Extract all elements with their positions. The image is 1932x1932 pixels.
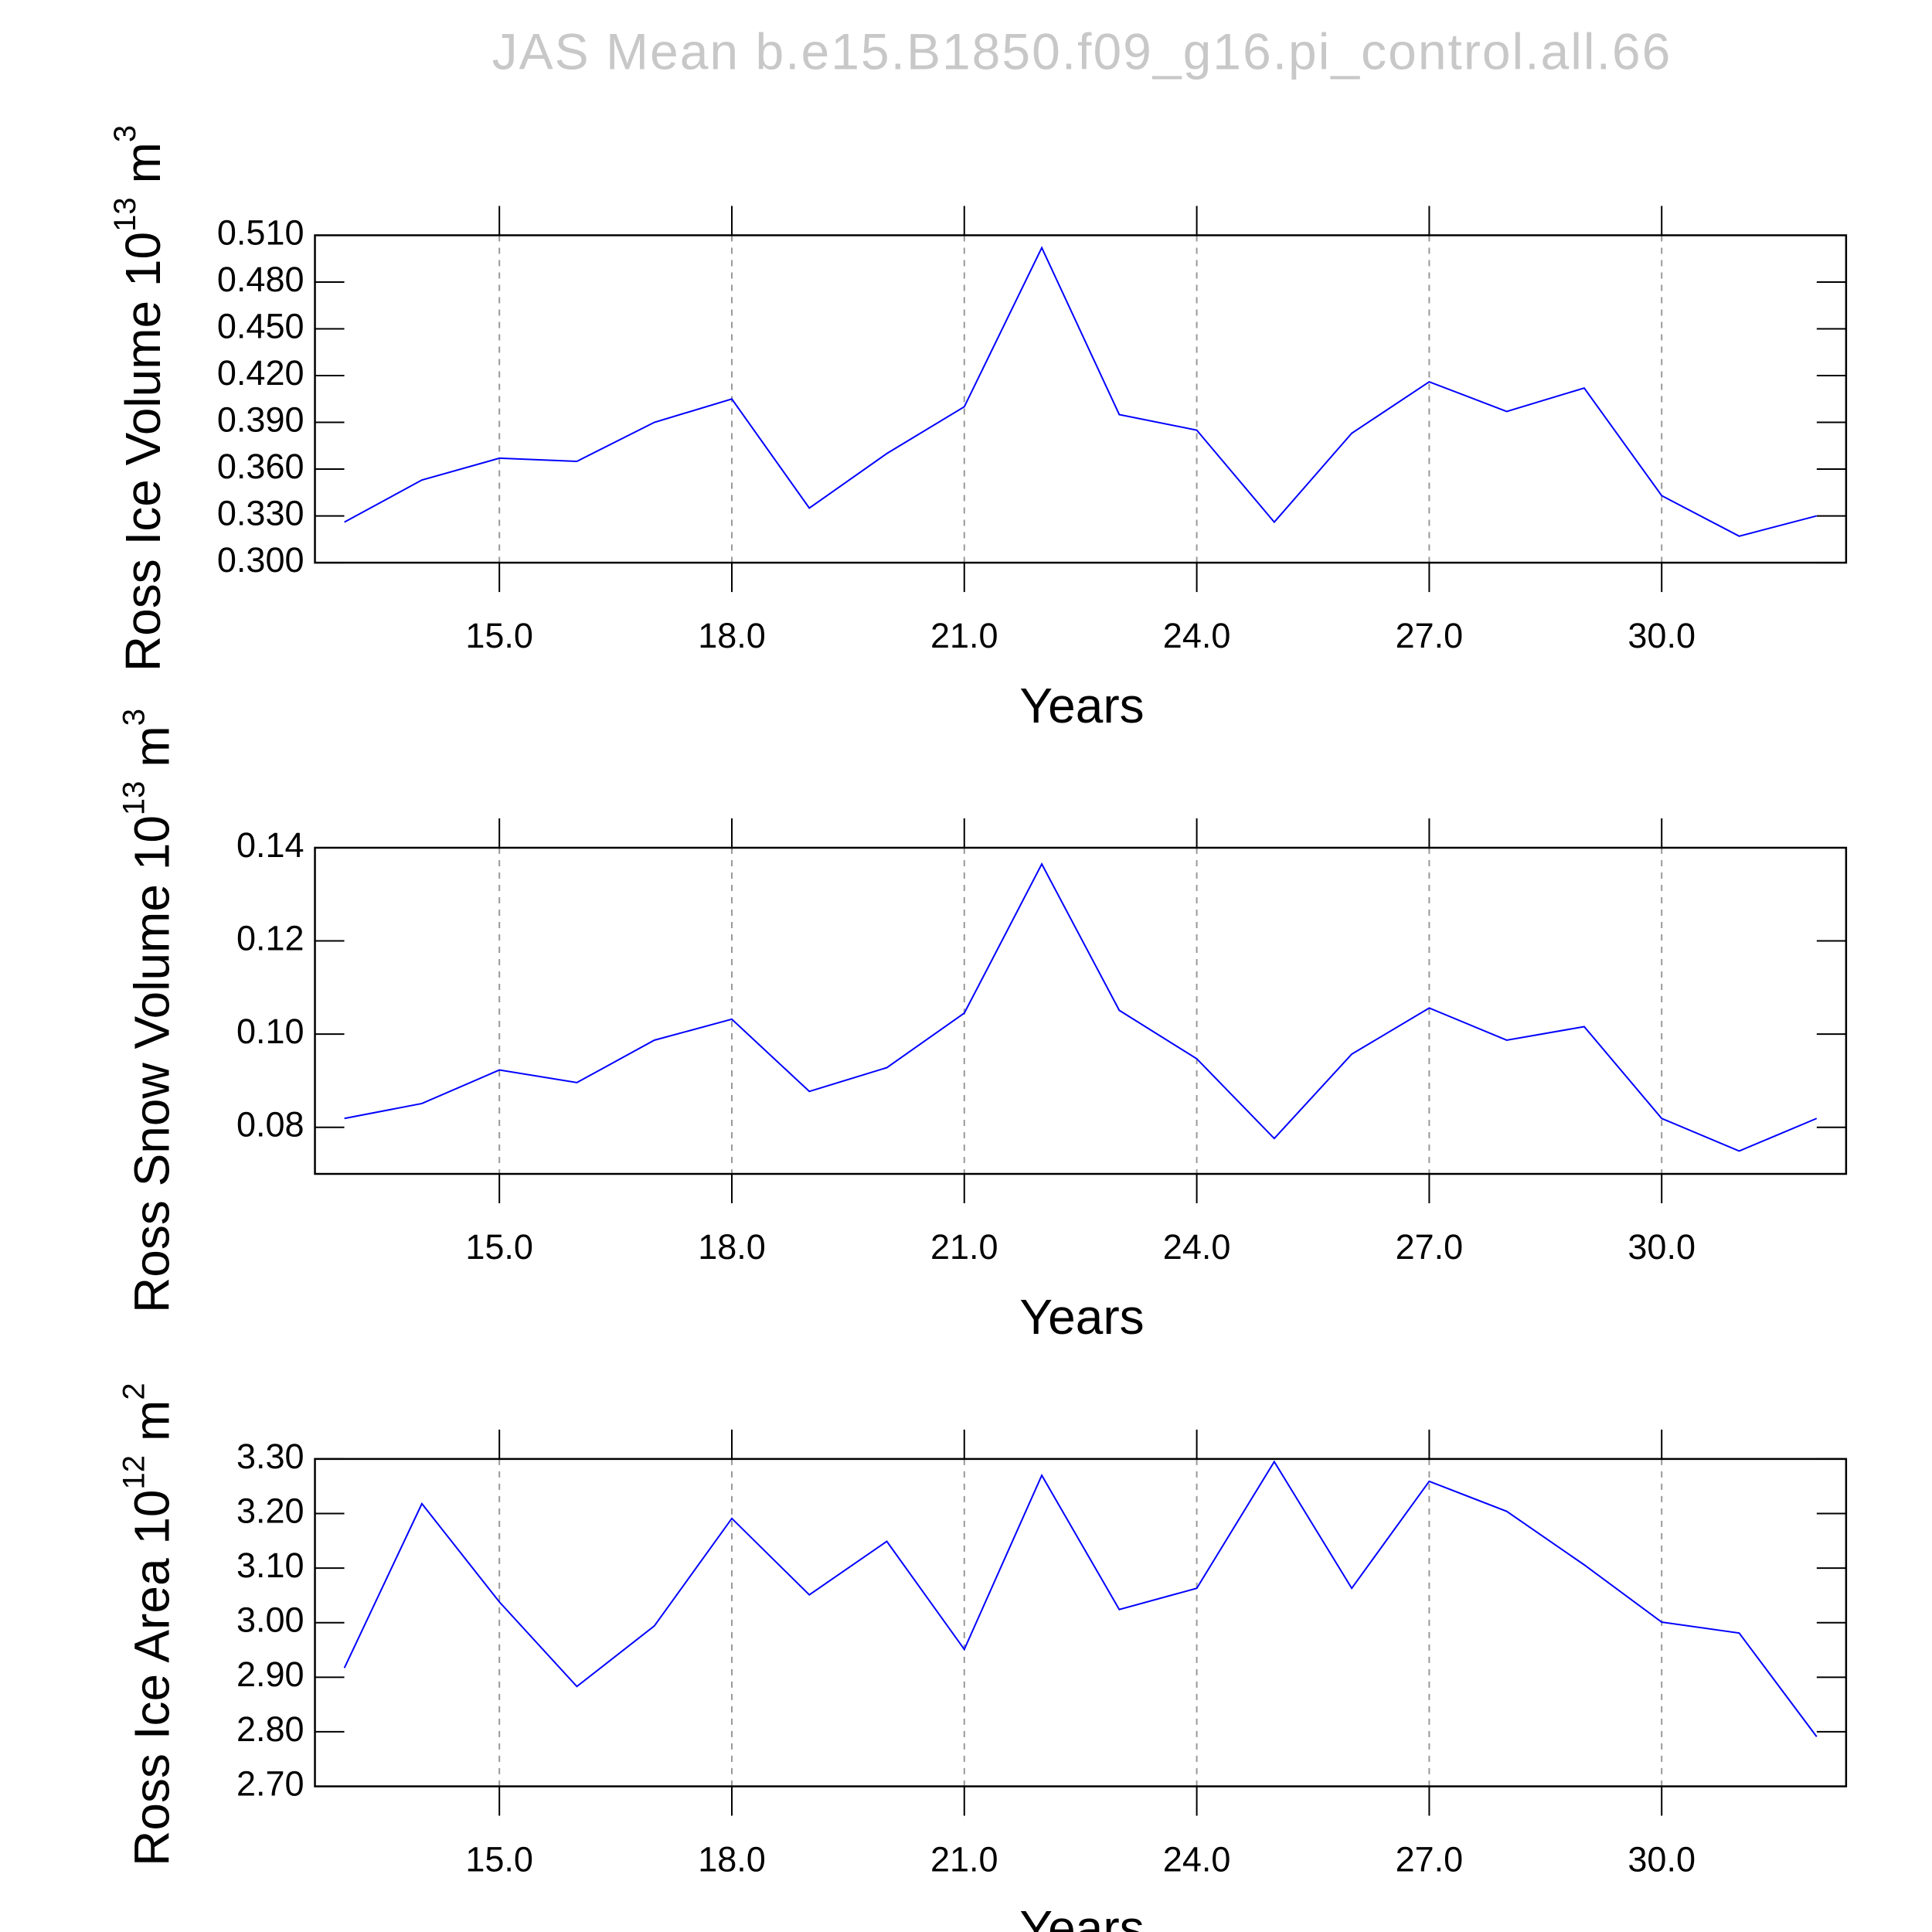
plot-frame	[314, 846, 1848, 1175]
y-axis-label-unit: m	[124, 726, 179, 767]
y-axis-label-unit: m	[124, 1400, 179, 1441]
y-axis-label-unit-exponent: 3	[108, 125, 142, 142]
y-axis-label-text: Ross Ice Volume 10	[115, 232, 171, 672]
y-tick-label: 3.10	[236, 1546, 304, 1585]
y-tick-label: 3.00	[236, 1600, 304, 1640]
y-axis-label-text: Ross Snow Volume 10	[124, 815, 179, 1313]
x-tick-label: 18.0	[698, 1227, 766, 1267]
y-tick-label: 0.08	[236, 1105, 304, 1145]
y-axis-label-exponent: 13	[108, 197, 142, 232]
y-tick-label: 2.80	[236, 1709, 304, 1749]
y-tick-label: 0.390	[217, 400, 304, 439]
y-axis-label: Ross Ice Area 1012 m2	[117, 1383, 179, 1866]
x-tick-label: 15.0	[465, 1840, 533, 1879]
x-tick-label: 18.0	[698, 616, 766, 655]
y-tick-label: 0.450	[217, 306, 304, 345]
x-tick-label: 21.0	[930, 1840, 998, 1879]
x-tick-label: 30.0	[1628, 616, 1696, 655]
x-axis-label: Years	[1019, 1289, 1144, 1345]
y-tick-label: 0.300	[217, 540, 304, 580]
x-tick-label: 27.0	[1396, 1840, 1464, 1879]
figure-title: JAS Mean b.e15.B1850.f09_g16.pi_control.…	[492, 22, 1672, 80]
x-axis-label: Years	[1019, 678, 1144, 733]
x-tick-label: 21.0	[930, 1227, 998, 1267]
y-tick-label: 0.510	[217, 213, 304, 252]
y-axis-label-exponent: 12	[117, 1455, 151, 1490]
x-tick-label: 24.0	[1163, 616, 1231, 655]
x-tick-label: 27.0	[1396, 616, 1464, 655]
y-axis-label-text: Ross Ice Area 10	[124, 1489, 179, 1866]
plot-frame	[314, 234, 1848, 564]
y-tick-label: 0.480	[217, 260, 304, 299]
plot-frame	[314, 1458, 1848, 1787]
x-tick-label: 30.0	[1628, 1227, 1696, 1267]
y-tick-label: 0.10	[236, 1012, 304, 1051]
x-tick-label: 21.0	[930, 616, 998, 655]
data-line	[344, 246, 1818, 537]
x-tick-label: 30.0	[1628, 1840, 1696, 1879]
y-tick-label: 0.12	[236, 918, 304, 957]
y-axis-label-exponent: 13	[117, 781, 151, 816]
x-axis-label: Years	[1019, 1900, 1144, 1932]
data-line	[344, 862, 1818, 1152]
y-axis-label-unit-exponent: 3	[117, 709, 151, 726]
x-tick-label: 18.0	[698, 1840, 766, 1879]
y-axis-label: Ross Snow Volume 1013 m3	[117, 709, 179, 1313]
y-tick-label: 3.30	[236, 1437, 304, 1476]
x-tick-label: 15.0	[465, 1227, 533, 1267]
y-tick-label: 0.330	[217, 493, 304, 532]
x-tick-label: 24.0	[1163, 1227, 1231, 1267]
y-tick-label: 2.70	[236, 1764, 304, 1803]
x-tick-label: 15.0	[465, 616, 533, 655]
y-axis-label-unit-exponent: 2	[117, 1383, 151, 1400]
y-axis-label-unit: m	[115, 142, 171, 183]
y-axis-label: Ross Ice Volume 1013 m3	[108, 125, 171, 672]
y-tick-label: 0.14	[236, 825, 304, 865]
x-tick-label: 27.0	[1396, 1227, 1464, 1267]
data-line	[343, 1460, 1818, 1737]
y-tick-label: 2.90	[236, 1655, 304, 1694]
y-tick-label: 0.420	[217, 353, 304, 393]
x-tick-label: 24.0	[1163, 1840, 1231, 1879]
y-tick-label: 3.20	[236, 1491, 304, 1530]
y-tick-label: 0.360	[217, 447, 304, 486]
